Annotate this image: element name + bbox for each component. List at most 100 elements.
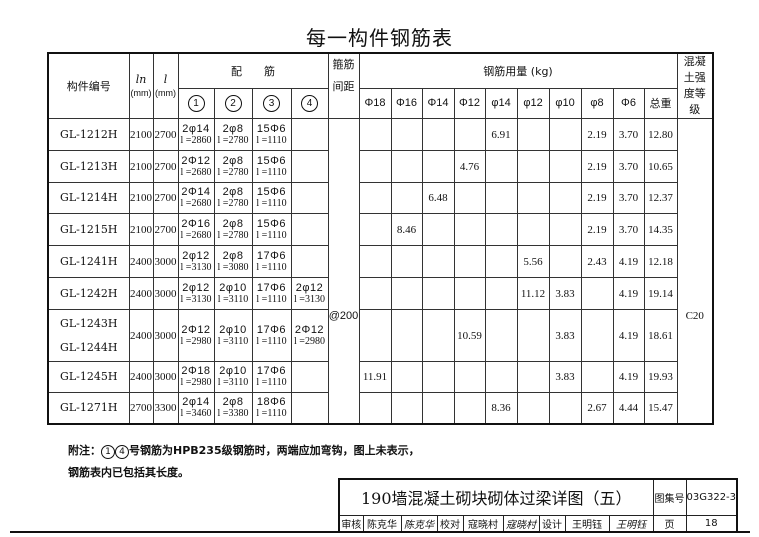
weight-cell	[358, 118, 392, 151]
weight-cell	[516, 392, 550, 424]
weight-cell	[548, 118, 582, 151]
bar-length: l =3080	[217, 261, 249, 273]
header-diameter: 总重	[643, 87, 678, 120]
weight-cell	[390, 182, 423, 214]
bar-cell: 15Φ6 l =1110	[251, 213, 292, 246]
bar-count: 2Φ18	[181, 365, 211, 377]
l-value: 2700	[152, 118, 179, 151]
bar-cell	[290, 392, 329, 424]
header-ln: ln (mm)	[128, 52, 154, 119]
ln-value: 2100	[128, 213, 154, 246]
bar-count: 17Φ6	[256, 323, 287, 336]
bar-count: 2φ12	[182, 249, 210, 262]
bar-length: l =1110	[256, 229, 287, 241]
l-value: 2700	[152, 213, 179, 246]
header-diameter: φ8	[580, 87, 614, 120]
bar-length: l =2780	[217, 134, 249, 146]
weight-cell: 12.37	[643, 182, 678, 214]
circled-number: 3	[263, 94, 280, 112]
weight-cell: 10.65	[643, 150, 678, 183]
weight-cell	[390, 309, 423, 362]
bar-cell: 2φ8 l =3380	[213, 392, 253, 424]
bar-cell: 2φ12 l =3130	[177, 245, 215, 278]
bar-cell: 2φ8 l =2780	[213, 213, 253, 246]
weight-cell	[453, 118, 486, 151]
circle-1: 1	[101, 445, 115, 459]
weight-cell: 10.59	[453, 309, 486, 362]
weight-cell	[453, 182, 486, 214]
header-bar-1: 1	[177, 87, 215, 120]
bar-count: 15Φ6	[256, 122, 287, 135]
bar-cell: 2φ14 l =3460	[177, 392, 215, 424]
member-id: GL-1214H	[47, 182, 130, 214]
table-row: GL-1214H 2100 2700 2Φ14 l =2680 2φ8 l =2780 15Φ…	[47, 182, 713, 214]
l-value: 3000	[152, 277, 179, 310]
header-bar-3: 3	[251, 87, 292, 120]
weight-cell	[484, 150, 518, 183]
bar-length: l =2780	[217, 198, 249, 209]
weight-cell	[358, 182, 392, 214]
bar-cell: 2Φ18 l =2980	[177, 361, 215, 393]
bar-count: 2φ12	[182, 281, 210, 294]
bar-cell	[290, 150, 329, 183]
weight-cell	[484, 277, 518, 310]
weight-cell	[453, 392, 486, 424]
member-name: GL-1271H	[60, 400, 118, 414]
bar-length: l =2980	[180, 335, 212, 347]
bar-cell: 2Φ12 l =2980	[290, 309, 329, 362]
header-member-id: 构件编号	[47, 52, 130, 119]
weight-cell: 8.46	[390, 213, 423, 246]
l-value: 3300	[152, 392, 179, 424]
table-row: GL-1271H 2700 3300 2φ14 l =3460 2φ8 l =3380 18Φ…	[47, 392, 713, 424]
bar-length: l =1110	[256, 166, 287, 178]
bar-cell	[290, 182, 329, 214]
circled-number: 1	[187, 94, 205, 112]
weight-cell: 12.80	[643, 118, 678, 151]
weight-cell: 2.19	[580, 150, 614, 183]
bar-length: l =1110	[256, 261, 287, 273]
member-name: GL-1214H	[60, 191, 118, 204]
checker: 寇晓村	[462, 514, 504, 532]
bar-count: 17Φ6	[256, 365, 287, 377]
bottom-rule	[10, 531, 750, 533]
header-diameter: φ12	[516, 87, 550, 120]
weight-cell: 3.70	[612, 150, 645, 183]
weight-cell: 14.35	[643, 213, 678, 246]
l-value: 3000	[152, 309, 179, 362]
reviewer-signature: 陈克华	[400, 514, 438, 532]
bar-length: l =1110	[256, 377, 287, 388]
header-diameter: φ14	[484, 87, 518, 120]
header-steel-usage: 钢筋用量 (kg)	[358, 52, 678, 89]
weight-cell	[453, 277, 486, 310]
bar-length: l =1110	[256, 134, 287, 146]
bar-count: 2Φ16	[181, 217, 211, 230]
weight-cell	[390, 150, 423, 183]
weight-cell	[453, 245, 486, 278]
weight-cell: 5.56	[516, 245, 550, 278]
bar-cell: 17Φ6 l =1110	[251, 309, 292, 362]
bar-cell: 2φ10 l =3110	[213, 277, 253, 310]
l-unit: (mm)	[155, 88, 176, 98]
design-label: 设计	[538, 514, 566, 532]
page-number: 18	[685, 514, 738, 532]
weight-cell: 4.76	[453, 150, 486, 183]
l-value: 3000	[152, 245, 179, 278]
weight-cell	[421, 245, 455, 278]
ln-value: 2700	[128, 392, 154, 424]
header-diameter: Φ14	[421, 87, 455, 120]
member-id: GL-1243H GL-1244H	[47, 309, 130, 362]
weight-cell	[516, 182, 550, 214]
weight-cell: 18.61	[643, 309, 678, 362]
bar-cell: 2φ14 l =2860	[177, 118, 215, 151]
member-name: GL-1215H	[60, 222, 118, 236]
bar-length: l =3380	[217, 407, 249, 419]
weight-cell: 3.70	[612, 182, 645, 214]
ln-value: 2100	[128, 182, 154, 214]
header-l: l (mm)	[152, 52, 179, 119]
member-id: GL-1241H	[47, 245, 130, 278]
bar-count: 15Φ6	[256, 154, 287, 167]
weight-cell: 8.36	[484, 392, 518, 424]
weight-cell	[358, 277, 392, 310]
weight-cell: 11.91	[358, 361, 392, 393]
bar-length: l =1110	[256, 335, 287, 347]
